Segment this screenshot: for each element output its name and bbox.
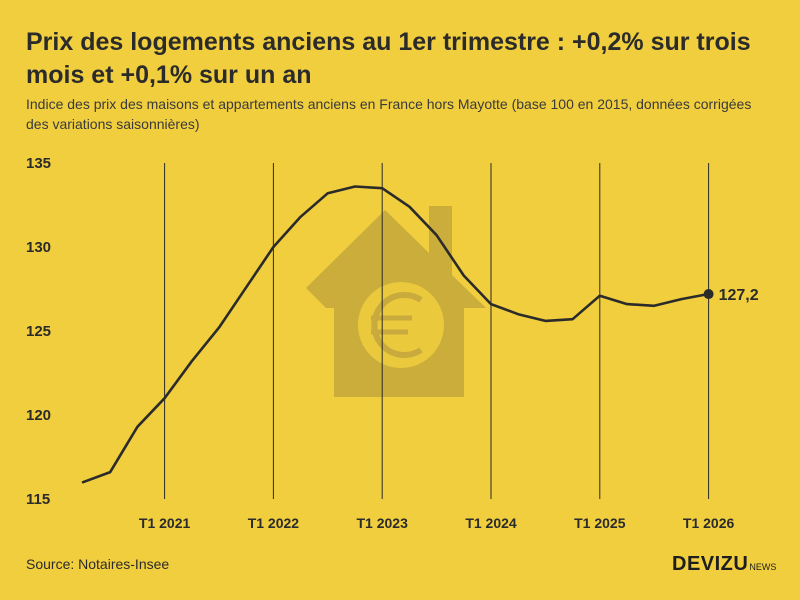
chart-title: Prix des logements anciens au 1er trimes… [26, 28, 751, 89]
x-tick-label: T1 2025 [574, 515, 626, 531]
y-tick-label: 130 [26, 239, 51, 256]
x-axis-ticks: T1 2021 T1 2022 T1 2023 T1 2024 T1 2025 T1 20… [139, 515, 735, 531]
last-point-marker [703, 289, 714, 300]
x-tick-label: T1 2022 [248, 515, 300, 531]
series-line [81, 185, 710, 484]
euro-symbol [371, 292, 423, 358]
y-tick-label: 115 [26, 491, 50, 508]
data-series: 127,2 [81, 185, 759, 484]
last-value-label: 127,2 [719, 287, 759, 304]
vertical-gridlines [164, 163, 710, 499]
x-tick-label: T1 2023 [357, 515, 409, 531]
y-tick-label: 120 [26, 407, 51, 424]
brand-logo: DEVIZUNEWS [672, 553, 776, 576]
y-tick-label: 135 [26, 155, 51, 172]
y-tick-label: 125 [26, 323, 51, 340]
brand-suffix: NEWS [749, 562, 777, 572]
x-tick-label: T1 2021 [139, 515, 191, 531]
house-euro-icon [306, 206, 486, 397]
brand-name: DEVIZU [672, 553, 749, 575]
source-note: Source: Notaires-Insee [26, 556, 170, 572]
y-axis-ticks: 135 130 125 120 115 [26, 155, 51, 508]
x-tick-label: T1 2024 [465, 515, 517, 531]
chart-subtitle: Indice des prix des maisons et apparteme… [26, 96, 752, 132]
x-tick-label: T1 2026 [683, 515, 735, 531]
